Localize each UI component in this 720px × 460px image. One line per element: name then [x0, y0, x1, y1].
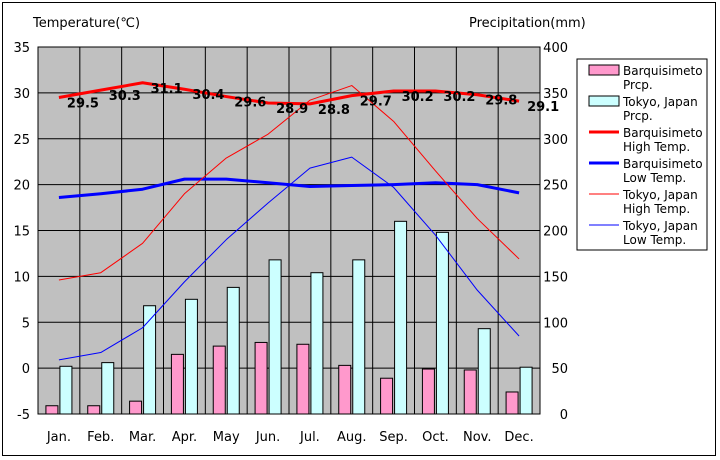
- precipitation-bar: [352, 259, 366, 415]
- value-labels: 29.5 30.3 31.1 30.4 29.6 28.9 28.8 29.7 30.2 30.2…: [67, 82, 559, 118]
- high-temp-label: 30.3: [109, 89, 141, 104]
- high-temp-label: 29.1: [527, 100, 559, 115]
- high-temp-label: 31.1: [151, 82, 183, 97]
- precipitation-bar: [435, 231, 449, 415]
- legend-label: High Temp.: [623, 202, 690, 216]
- right-tick-label: 150: [543, 270, 568, 285]
- right-tick-label: 50: [551, 362, 568, 377]
- month-label: Jul.: [299, 430, 320, 445]
- precipitation-bar: [380, 377, 394, 415]
- precipitation-bar: [421, 368, 435, 415]
- legend-box: [576, 58, 708, 251]
- precipitation-bar: [338, 364, 352, 415]
- line-series: [58, 81, 520, 361]
- right-tick-label: 350: [543, 87, 568, 102]
- right-tick-label: 200: [543, 225, 568, 240]
- month-label: Jun.: [255, 430, 280, 445]
- precipitation-bar: [45, 405, 59, 415]
- precipitation-bar: [394, 220, 408, 415]
- month-label: Oct.: [422, 430, 449, 445]
- legend-swatch-bar: [588, 95, 620, 107]
- temperature-line: [58, 177, 520, 199]
- month-label: May: [213, 430, 240, 445]
- right-tick-label: 400: [543, 41, 568, 56]
- precipitation-bar: [477, 328, 491, 415]
- right-axis-title: Precipitation(mm): [469, 16, 586, 31]
- month-label: Dec.: [504, 430, 533, 445]
- precipitation-bar: [184, 298, 198, 415]
- precipitation-bar: [87, 405, 101, 415]
- month-label: Mar.: [129, 430, 156, 445]
- left-tick-label: 5: [22, 316, 30, 331]
- legend-label: High Temp.: [623, 140, 690, 154]
- precipitation-bar: [519, 366, 533, 415]
- precipitation-bar: [226, 286, 240, 415]
- precipitation-bar: [268, 259, 282, 415]
- left-tick-label: 35: [13, 41, 30, 56]
- precipitation-bar: [505, 391, 519, 415]
- legend-label: Tokyo, Japan: [622, 219, 698, 233]
- legend-label: Prcp.: [623, 109, 653, 123]
- legend-label: Barquisimeto: [623, 126, 703, 140]
- bar-series: [45, 220, 533, 415]
- month-label: Apr.: [172, 430, 197, 445]
- high-temp-label: 28.9: [276, 102, 308, 117]
- right-tick-label: 0: [560, 408, 568, 423]
- precipitation-bar: [296, 343, 310, 415]
- left-axis-ticks: 35 30 25 20 15 10 5 0 -5: [13, 41, 30, 423]
- left-axis-title: Temperature(℃): [32, 16, 140, 31]
- legend-label: Tokyo, Japan: [622, 95, 698, 109]
- month-label: Nov.: [463, 430, 492, 445]
- left-tick-label: 0: [22, 362, 30, 377]
- precipitation-bar: [254, 341, 268, 415]
- month-label: Sep.: [379, 430, 408, 445]
- temperature-line: [58, 85, 520, 281]
- month-label: Aug.: [337, 430, 367, 445]
- high-temp-label: 29.6: [234, 96, 266, 111]
- right-tick-label: 250: [543, 179, 568, 194]
- precipitation-bar: [212, 345, 226, 415]
- legend-label: Tokyo, Japan: [622, 188, 698, 202]
- month-label: Feb.: [87, 430, 114, 445]
- temperature-line: [58, 156, 520, 361]
- high-temp-label: 30.2: [443, 90, 475, 105]
- precipitation-bar: [463, 369, 477, 415]
- precipitation-bar: [143, 305, 157, 415]
- month-label: Jan.: [46, 430, 71, 445]
- legend-swatch-bar: [588, 64, 620, 76]
- left-tick-label: -5: [17, 408, 30, 423]
- legend-label: Barquisimeto: [623, 64, 703, 78]
- high-temp-label: 29.5: [67, 96, 99, 111]
- precipitation-bar: [101, 362, 115, 415]
- legend-label: Barquisimeto: [623, 157, 703, 171]
- high-temp-label: 30.2: [402, 90, 434, 105]
- precipitation-bar: [129, 400, 143, 415]
- temperature-line: [58, 81, 520, 106]
- high-temp-label: 29.7: [360, 95, 392, 110]
- right-tick-label: 300: [543, 133, 568, 148]
- x-axis-ticks: Jan. Feb. Mar. Apr. May Jun. Jul. Aug. Sep. Oct. N…: [46, 430, 534, 445]
- right-tick-label: 100: [543, 316, 568, 331]
- left-tick-label: 30: [13, 87, 30, 102]
- precipitation-bar: [59, 365, 73, 415]
- precipitation-bar: [170, 353, 184, 415]
- left-tick-label: 10: [13, 270, 30, 285]
- legend-label: Low Temp.: [623, 233, 686, 247]
- high-temp-label: 28.8: [318, 103, 350, 118]
- left-tick-label: 20: [13, 179, 30, 194]
- legend-label: Prcp.: [623, 78, 653, 92]
- left-tick-label: 15: [13, 225, 30, 240]
- precipitation-bar: [310, 272, 324, 415]
- left-tick-label: 25: [13, 133, 30, 148]
- legend-label: Low Temp.: [623, 171, 686, 185]
- high-temp-label: 29.8: [485, 94, 517, 109]
- high-temp-label: 30.4: [192, 88, 224, 103]
- right-axis-ticks: 400 350 300 250 200 150 100 50 0: [543, 41, 568, 423]
